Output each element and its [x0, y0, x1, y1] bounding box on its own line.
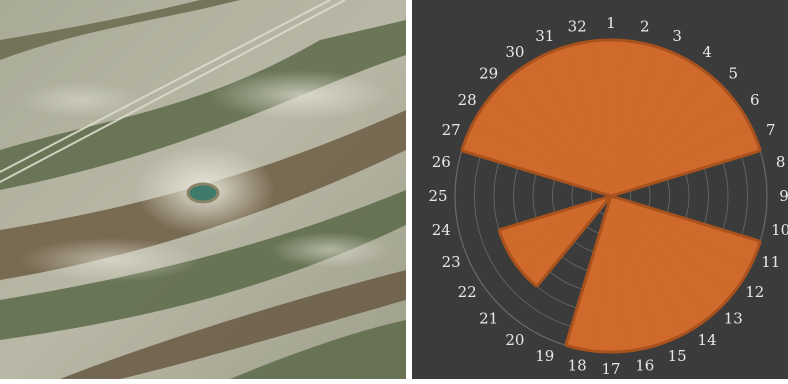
sector-label-23: 23	[442, 253, 461, 271]
sector-label-4: 4	[702, 43, 712, 61]
dirt-road	[0, 0, 346, 183]
sector-label-6: 6	[750, 91, 760, 109]
polar-wedges	[460, 38, 762, 354]
wedge-edge	[610, 194, 761, 243]
sector-label-15: 15	[668, 347, 687, 365]
wedge-arc	[489, 74, 513, 98]
sector-label-18: 18	[568, 357, 587, 375]
wedge-arc	[595, 349, 627, 354]
wedge-edge	[564, 195, 613, 346]
wedge-arc	[683, 57, 711, 77]
wedge-arc	[626, 343, 657, 353]
sector-label-1: 1	[606, 14, 616, 32]
sector-label-30: 30	[505, 43, 524, 61]
wedge-arc	[472, 96, 492, 124]
wedge-arc	[497, 229, 510, 252]
sector-label-28: 28	[458, 91, 477, 109]
wedge-arc	[655, 45, 686, 60]
sector-label-3: 3	[672, 27, 682, 45]
sector-label-20: 20	[505, 331, 524, 349]
wedge-edge	[498, 194, 612, 232]
wedge-arc	[565, 39, 596, 49]
wedge-arc	[506, 250, 522, 272]
sector-labels: 1 234567891011121314151617181920212223242…	[428, 14, 788, 378]
sector-label-5: 5	[729, 65, 739, 83]
light-sand-patches	[20, 70, 390, 282]
sector-label-10: 10	[771, 221, 788, 239]
sector-label-9: 9	[779, 187, 788, 205]
wedge-arc	[519, 269, 538, 288]
wedge-arc	[595, 38, 627, 43]
polar-chart-panel: 1 2 3 4 5 6 7 8 9 10 11 12 13 14 15 16 17 18 19 20 21 22 23 24 2…	[412, 0, 788, 379]
sector-label-32: 32	[568, 17, 587, 35]
sector-label-2: 2	[640, 17, 650, 35]
sector-label-13: 13	[724, 309, 743, 327]
wedge-arc	[536, 45, 567, 60]
satellite-image	[0, 0, 406, 379]
sector-label-7: 7	[766, 121, 776, 139]
water-pond	[186, 182, 220, 204]
sector-label-21: 21	[479, 309, 498, 327]
wedge-arc	[730, 96, 750, 124]
sector-label-17: 17	[601, 360, 620, 378]
sector-label-14: 14	[698, 331, 717, 349]
sector-label-31: 31	[535, 27, 554, 45]
sector-label-25: 25	[428, 187, 447, 205]
sector-label-19: 19	[535, 347, 554, 365]
sector-label-11: 11	[761, 253, 780, 271]
sector-label-29: 29	[479, 65, 498, 83]
sector-label-26: 26	[432, 153, 451, 171]
sector-label-22: 22	[458, 283, 477, 301]
wedge-arc	[655, 332, 686, 347]
wedge-edge	[535, 195, 613, 288]
sector-label-12: 12	[745, 283, 764, 301]
wedge-arc	[460, 121, 475, 152]
wedge-arc	[709, 294, 733, 318]
wedge-arc	[626, 39, 657, 49]
polar-chart: 1 234567891011121314151617181920212223242…	[428, 14, 788, 378]
sector-label-24: 24	[432, 221, 451, 239]
wedge-arc	[730, 268, 750, 296]
wedge-arc	[511, 57, 539, 77]
wedge-arc	[747, 240, 762, 271]
wedge-arc	[683, 315, 711, 335]
sector-label-27: 27	[442, 121, 461, 139]
wedge-outline	[460, 38, 762, 354]
sector-label-8: 8	[776, 153, 786, 171]
wedge-edge	[610, 149, 761, 198]
sector-label-16: 16	[635, 357, 654, 375]
wedge-edge	[461, 149, 612, 198]
wedge-arc	[709, 74, 733, 98]
wedge-arc	[747, 121, 762, 152]
